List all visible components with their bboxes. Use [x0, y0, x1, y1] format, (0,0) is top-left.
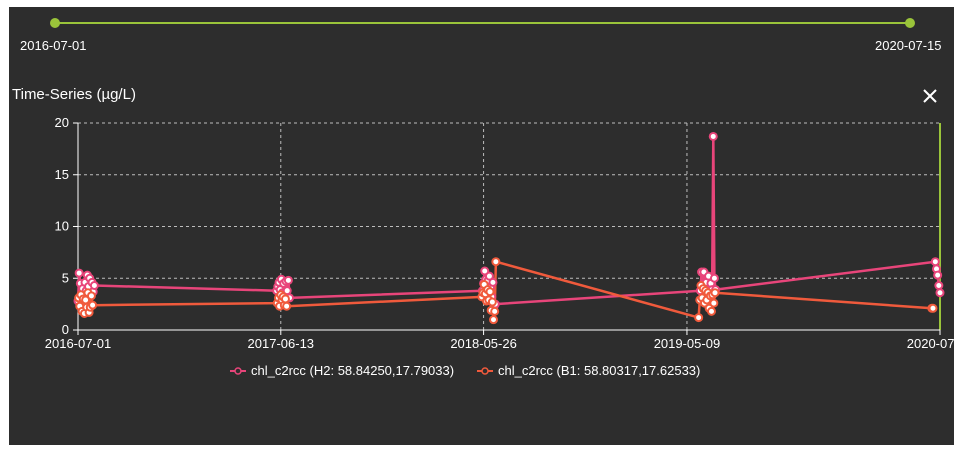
x-tick-label: 2017-06-13: [248, 336, 315, 351]
date-range-slider[interactable]: [50, 18, 915, 28]
y-tick-label: 15: [55, 167, 69, 182]
series-line-1: [76, 135, 942, 308]
series-2-point: [489, 315, 499, 325]
series-2-point: [280, 294, 290, 304]
x-tick-label: 2016-07-01: [45, 336, 112, 351]
series-1-point: [488, 277, 498, 287]
series-2-point: [694, 313, 704, 323]
y-tick-label: 5: [62, 270, 69, 285]
series-1-point: [934, 280, 944, 290]
legend-swatch-marker: [481, 367, 489, 375]
legend-label-2[interactable]: chl_c2rcc (B1: 58.80317,17.62533): [498, 363, 700, 378]
series-2-point: [491, 257, 501, 267]
series-1-point: [930, 257, 940, 267]
series-2-point: [706, 306, 716, 316]
chart-series: [73, 131, 945, 325]
x-tick-label: 2018-05-26: [450, 336, 517, 351]
chart-legend[interactable]: chl_c2rcc (H2: 58.84250,17.79033) chl_c2r…: [230, 363, 700, 378]
series-2-point: [487, 297, 497, 307]
series-1-point: [283, 275, 293, 285]
series-2-point: [282, 301, 292, 311]
legend-swatch-marker: [234, 367, 242, 375]
series-2-point: [709, 298, 719, 308]
close-icon: [923, 89, 937, 103]
range-end-label: 2020-07-15: [875, 38, 942, 53]
series-2-point: [86, 291, 96, 301]
close-button[interactable]: [917, 83, 943, 109]
series-2-point: [490, 306, 500, 316]
series-1-point: [480, 266, 490, 276]
chart-axes: 0 5 10 15 20 2016-07-01 2017-06-13 2018-05-26 20…: [45, 115, 963, 351]
x-tick-label: 2019-05-09: [654, 336, 721, 351]
series-1-point: [89, 280, 99, 290]
series-2-point: [485, 287, 495, 297]
panel-title: Time-Series (µg/L): [12, 86, 136, 103]
legend-label-1[interactable]: chl_c2rcc (H2: 58.84250,17.79033): [251, 363, 454, 378]
series-line-2: [77, 260, 934, 321]
x-tick-label: 2020-07-15: [907, 336, 963, 351]
series-1-point: [708, 131, 718, 141]
series-1-point: [74, 268, 84, 278]
slider-start-handle[interactable]: [50, 18, 60, 28]
series-1-point: [935, 288, 945, 298]
y-tick-label: 20: [55, 115, 69, 130]
series-2-point: [88, 300, 98, 310]
y-tick-label: 10: [55, 219, 69, 234]
y-tick-label: 0: [62, 322, 69, 337]
series-2-point: [710, 288, 720, 298]
series-2-point: [928, 303, 938, 313]
range-start-label: 2016-07-01: [20, 38, 87, 53]
series-1-point: [933, 270, 943, 280]
slider-end-handle[interactable]: [905, 18, 915, 28]
series-1-point: [709, 273, 719, 283]
